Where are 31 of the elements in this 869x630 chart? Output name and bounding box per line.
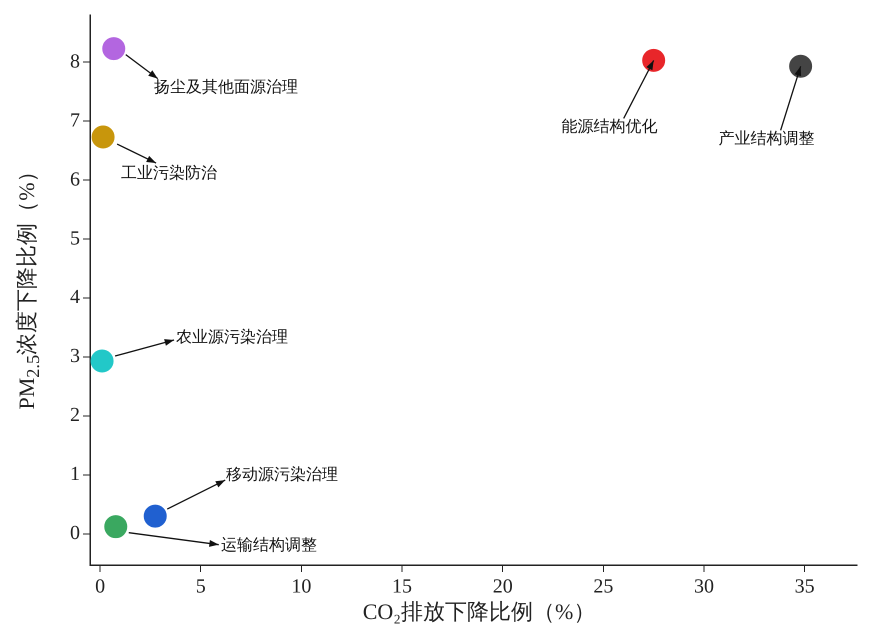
annotation: 扬尘及其他面源治理 [154, 78, 298, 96]
y-tick-label: 1 [70, 463, 80, 486]
point [144, 504, 167, 528]
x-tick-label: 15 [392, 575, 412, 598]
y-tick-label: 2 [70, 404, 80, 426]
point [90, 350, 114, 373]
point [104, 515, 128, 538]
x-tick-label: 30 [694, 575, 714, 598]
y-tick-label: 8 [70, 50, 80, 72]
point [102, 37, 126, 60]
y-tick-label: 0 [70, 522, 80, 544]
x-axis-title: CO₂排放下降比例（%） [362, 598, 596, 626]
annotation: 移动源污染治理 [226, 465, 338, 484]
annotation: 产业结构调整 [718, 129, 815, 148]
y-tick-label: 3 [70, 345, 80, 368]
annotation: 工业污染防治 [121, 164, 218, 182]
annotation: 能源结构优化 [562, 118, 658, 136]
x-tick-label: 35 [794, 575, 815, 598]
y-tick-label: 4 [70, 286, 80, 308]
y-tick-label: 5 [70, 227, 80, 250]
point [642, 48, 666, 72]
x-tick-label: 20 [492, 575, 513, 598]
x-tick-label: 5 [196, 575, 206, 598]
x-tick-label: 10 [291, 575, 312, 598]
y-tick-label: 7 [70, 109, 80, 132]
x-tick-label: 25 [593, 575, 614, 598]
y-tick-label: 6 [70, 168, 80, 190]
annotation: 农业源污染治理 [176, 328, 288, 346]
x-tick-label: 0 [95, 575, 106, 598]
annotation: 运输结构调整 [220, 536, 317, 554]
point [92, 126, 115, 149]
